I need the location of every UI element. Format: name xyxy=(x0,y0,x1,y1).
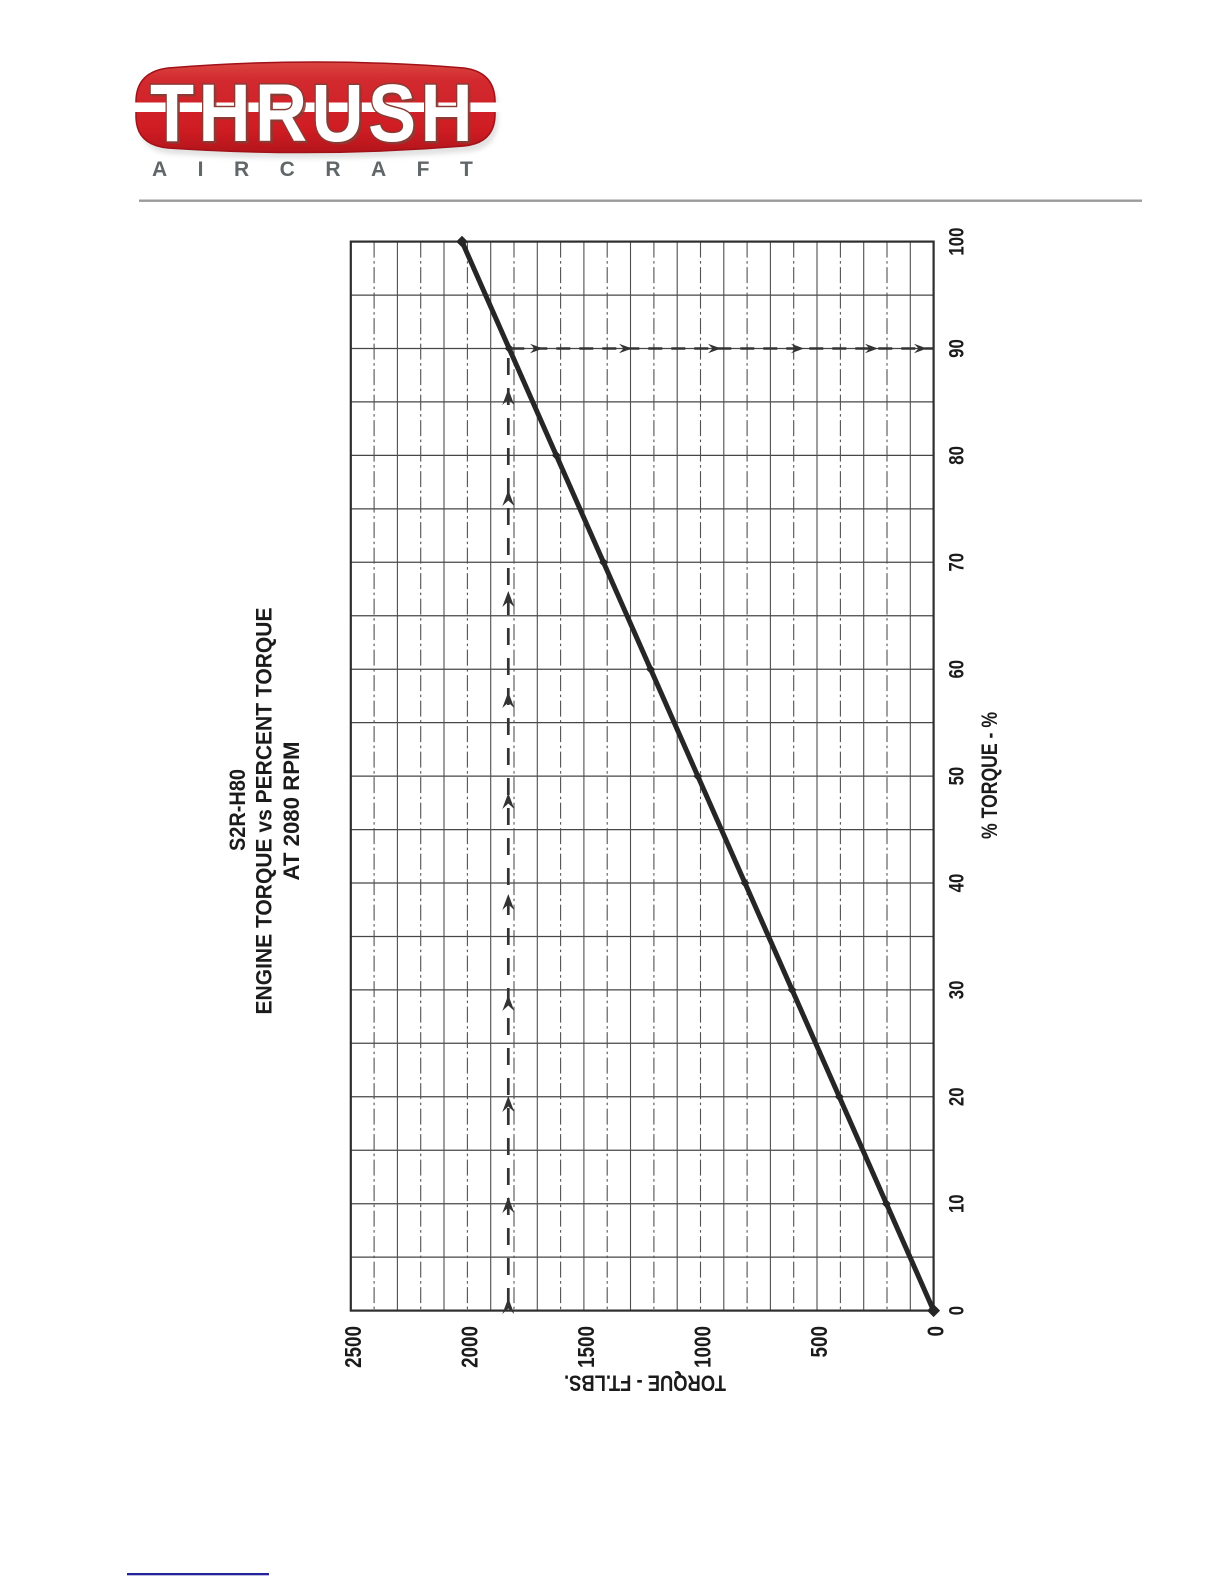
svg-text:1500: 1500 xyxy=(574,1326,599,1368)
svg-text:2500: 2500 xyxy=(341,1326,366,1368)
svg-text:70: 70 xyxy=(946,553,969,572)
svg-text:THRUSH: THRUSH xyxy=(150,68,477,159)
svg-text:100: 100 xyxy=(946,228,969,256)
svg-text:S2R-H80: S2R-H80 xyxy=(225,769,250,851)
svg-text:0: 0 xyxy=(946,1306,969,1315)
svg-text:0: 0 xyxy=(924,1326,949,1336)
svg-text:1000: 1000 xyxy=(691,1326,716,1368)
svg-text:10: 10 xyxy=(946,1194,969,1213)
svg-text:500: 500 xyxy=(807,1326,832,1357)
svg-text:90: 90 xyxy=(946,339,969,358)
svg-text:50: 50 xyxy=(946,767,969,786)
svg-text:% TORQUE - %: % TORQUE - % xyxy=(977,712,1002,839)
svg-text:AT 2080 RPM: AT 2080 RPM xyxy=(279,742,304,881)
svg-text:40: 40 xyxy=(946,874,969,893)
svg-text:AIRCRAFT: AIRCRAFT xyxy=(152,158,503,181)
svg-text:ENGINE TORQUE vs PERCENT TORQU: ENGINE TORQUE vs PERCENT TORQUE xyxy=(252,608,277,1015)
svg-text:2000: 2000 xyxy=(458,1326,483,1368)
svg-text:60: 60 xyxy=(946,660,969,679)
svg-text:80: 80 xyxy=(946,446,969,465)
svg-text:TORQUE - FT.LBS.: TORQUE - FT.LBS. xyxy=(564,1371,726,1396)
svg-text:20: 20 xyxy=(946,1087,969,1106)
svg-text:THRUSH: THRUSH xyxy=(153,70,480,161)
svg-text:30: 30 xyxy=(946,981,969,1000)
